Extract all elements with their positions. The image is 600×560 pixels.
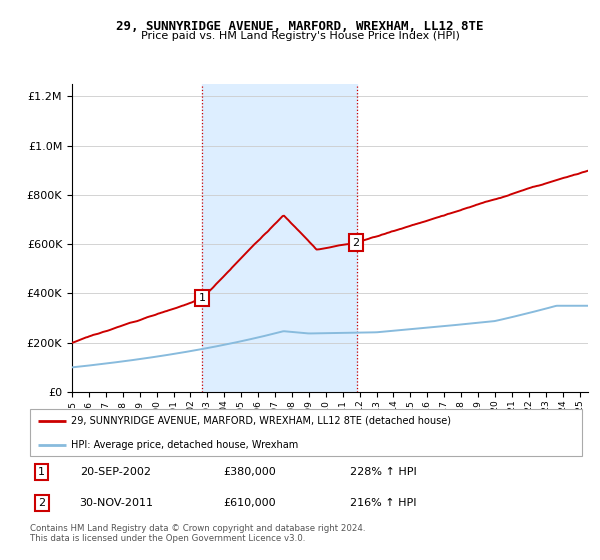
Text: 2: 2 [38,498,46,508]
Text: Contains HM Land Registry data © Crown copyright and database right 2024.
This d: Contains HM Land Registry data © Crown c… [30,524,365,543]
Text: 29, SUNNYRIDGE AVENUE, MARFORD, WREXHAM, LL12 8TE (detached house): 29, SUNNYRIDGE AVENUE, MARFORD, WREXHAM,… [71,416,451,426]
FancyBboxPatch shape [30,409,582,456]
Text: 1: 1 [38,467,45,477]
Text: 216% ↑ HPI: 216% ↑ HPI [350,498,416,508]
Text: HPI: Average price, detached house, Wrexham: HPI: Average price, detached house, Wrex… [71,440,299,450]
Text: 30-NOV-2011: 30-NOV-2011 [80,498,154,508]
Text: Price paid vs. HM Land Registry's House Price Index (HPI): Price paid vs. HM Land Registry's House … [140,31,460,41]
Text: 228% ↑ HPI: 228% ↑ HPI [350,467,417,477]
Text: 2: 2 [353,237,360,248]
Text: £380,000: £380,000 [223,467,276,477]
Text: 29, SUNNYRIDGE AVENUE, MARFORD, WREXHAM, LL12 8TE: 29, SUNNYRIDGE AVENUE, MARFORD, WREXHAM,… [116,20,484,32]
Text: 20-SEP-2002: 20-SEP-2002 [80,467,151,477]
Text: 1: 1 [199,293,206,303]
Text: £610,000: £610,000 [223,498,276,508]
Bar [202,84,357,392]
